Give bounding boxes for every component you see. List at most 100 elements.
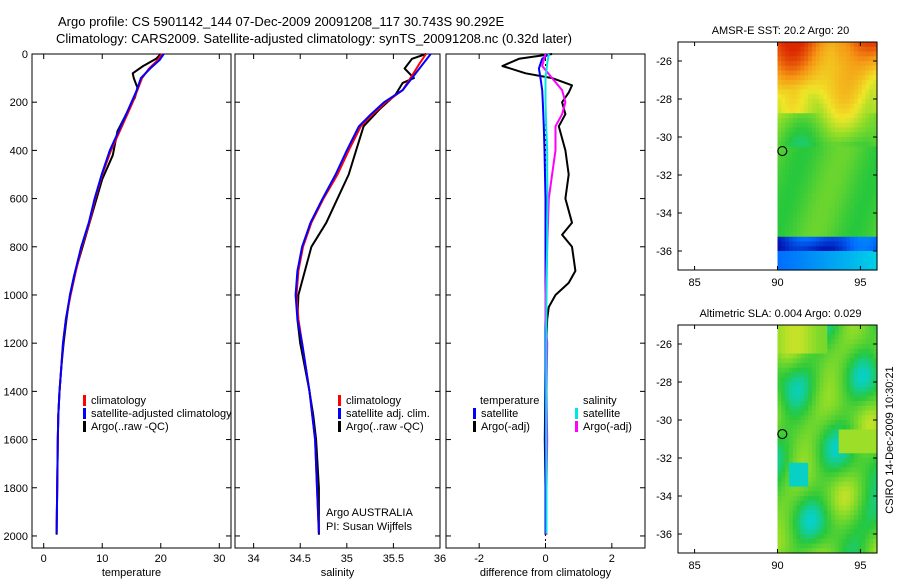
map-cell [869, 420, 874, 426]
map-cell [857, 118, 863, 124]
map-cell [808, 405, 813, 412]
map-cell [838, 137, 844, 143]
map-cell [827, 486, 832, 492]
map-cell [846, 113, 851, 119]
map-cell [788, 534, 794, 540]
map-cell [796, 70, 802, 76]
map-cell [854, 339, 859, 345]
map-cell [857, 61, 863, 67]
map-cell [827, 439, 832, 445]
map-cell [865, 70, 870, 76]
map-cell [819, 481, 825, 488]
map-cell [838, 401, 844, 407]
map-cell [811, 194, 817, 200]
map-cell [823, 334, 828, 340]
map-cell [854, 137, 859, 143]
map-cell [834, 548, 840, 554]
map-cell [854, 439, 859, 445]
map-cell [808, 208, 813, 214]
map-cell [815, 448, 821, 454]
map-cell [831, 189, 836, 195]
map-cell [819, 496, 825, 502]
map-cell [842, 56, 847, 62]
map-cell [815, 84, 821, 91]
map-cell [804, 377, 809, 383]
map-cell [842, 472, 847, 478]
map-cell [804, 160, 809, 167]
map-cell [842, 246, 847, 252]
map-cell [842, 227, 847, 233]
map-cell [808, 84, 813, 91]
map-cell [831, 363, 836, 369]
map-cell [819, 160, 825, 167]
map-cell [777, 386, 782, 393]
map-cell [827, 510, 832, 516]
map-cell [777, 377, 782, 383]
map-cell [842, 401, 847, 407]
map-cell [842, 415, 847, 421]
map-cell [815, 236, 821, 243]
map-cell [804, 132, 809, 138]
map-cell [815, 486, 821, 492]
map-cell [854, 353, 859, 359]
map-cell [811, 491, 817, 497]
map-cell [865, 141, 870, 148]
map-cell [815, 198, 821, 205]
map-cell [869, 481, 874, 488]
map-cell [857, 198, 863, 205]
map-cell [819, 198, 825, 205]
map-cell [811, 538, 817, 545]
map-cell [804, 529, 809, 535]
map-cell [781, 396, 786, 402]
map-cell [838, 453, 844, 459]
map-cell [842, 241, 847, 247]
map-cell [854, 401, 859, 407]
map-cell [869, 103, 874, 110]
map-cell [811, 500, 817, 507]
map-cell [792, 208, 798, 214]
map-cell [869, 70, 874, 76]
map-cell [777, 467, 782, 473]
map-cell [808, 146, 813, 152]
map-cell [788, 222, 794, 228]
map-cell [873, 189, 878, 195]
legend-diff-temp-argo-swatch [473, 421, 476, 432]
map-cell [846, 334, 851, 340]
map-cell [792, 198, 798, 205]
map-cell [796, 65, 802, 72]
map-cell [800, 391, 805, 397]
map-cell [873, 543, 878, 549]
map-cell [804, 198, 809, 205]
map-cell [819, 118, 825, 124]
map-cell [834, 42, 840, 48]
map-cell [842, 175, 847, 181]
map-cell [800, 401, 805, 407]
map-cell [804, 213, 809, 219]
map-cell [815, 137, 821, 143]
map-cell [785, 141, 790, 148]
map-cell [834, 386, 840, 393]
map-cell [781, 61, 786, 67]
map-cell [785, 222, 790, 228]
map-cell [857, 363, 863, 369]
map-cell [827, 132, 832, 138]
legend-sal-satellite-swatch [338, 408, 341, 419]
map-cell [804, 184, 809, 190]
map-cell [842, 339, 847, 345]
map-cell [815, 156, 821, 162]
map-cell [808, 486, 813, 492]
map-cell [788, 227, 794, 233]
map-cell [811, 401, 817, 407]
map-cell [857, 56, 863, 62]
map-cell [796, 46, 802, 53]
map-cell [788, 486, 794, 492]
map-cell [838, 363, 844, 369]
map-cell [846, 61, 851, 67]
map-cell [834, 358, 840, 364]
map-cell [865, 236, 870, 243]
map-cell [792, 179, 798, 186]
map-cell [873, 524, 878, 530]
map-cell [834, 344, 840, 350]
map-cell [827, 443, 832, 450]
map-cell [842, 396, 847, 402]
